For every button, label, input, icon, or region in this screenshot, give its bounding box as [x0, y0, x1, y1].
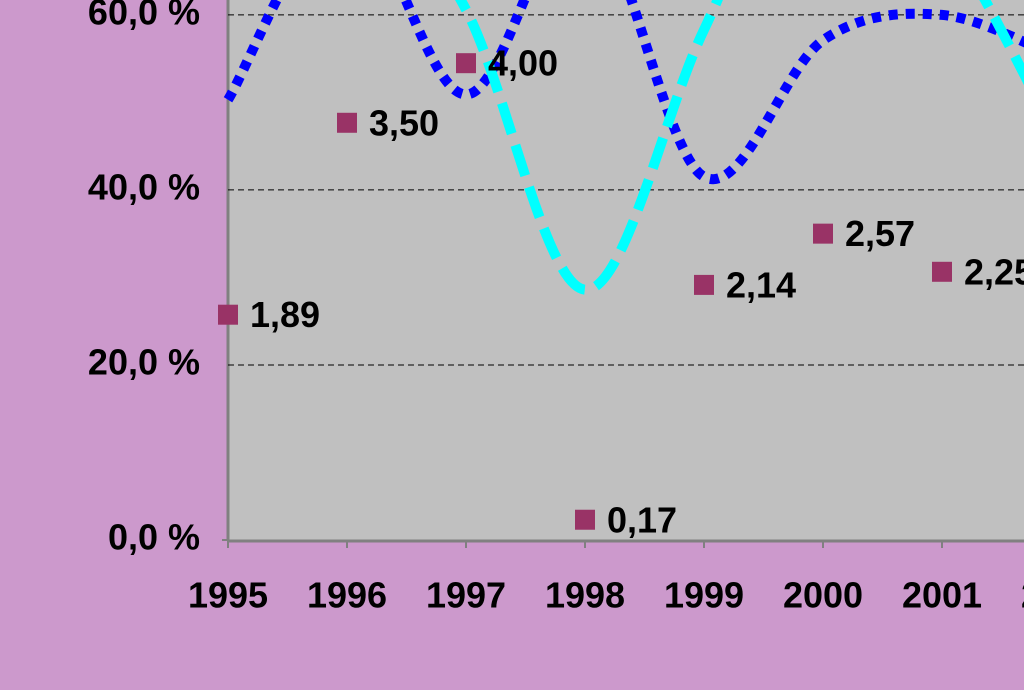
x-tick-label: 2002 — [1021, 575, 1024, 616]
data-label: 2,57 — [845, 213, 915, 254]
x-tick-label: 2000 — [783, 575, 863, 616]
marker — [575, 509, 595, 530]
x-tick-label: 1997 — [426, 575, 506, 616]
data-label: 2,14 — [726, 264, 796, 305]
x-tick-label: 2001 — [902, 575, 982, 616]
markers — [218, 53, 952, 530]
marker — [932, 261, 952, 282]
marker — [456, 53, 476, 74]
x-tick-label: 1996 — [307, 575, 387, 616]
series-line — [223, 0, 1024, 185]
x-tick-label: 1999 — [664, 575, 744, 616]
series-lines — [223, 0, 1024, 295]
y-tick-label: 40,0 % — [88, 166, 200, 207]
data-label: 0,17 — [607, 499, 677, 540]
data-label: 4,00 — [488, 43, 558, 84]
marker — [813, 223, 833, 244]
marker — [337, 112, 357, 133]
data-label: 1,89 — [250, 294, 320, 335]
plot-area — [228, 0, 1024, 540]
data-label: 2,25 — [964, 251, 1024, 292]
y-tick-label: 0,0 % — [108, 517, 200, 558]
y-tick-label: 60,0 % — [88, 0, 200, 32]
data-label: 3,50 — [369, 102, 439, 143]
x-tick-label: 1995 — [188, 575, 268, 616]
x-tick-label: 1998 — [545, 575, 625, 616]
y-tick-label: 20,0 % — [88, 341, 200, 382]
marker — [218, 304, 238, 325]
marker — [694, 274, 714, 295]
labels: 0,0 % 20,0 % 40,0 % 60,0 % 1995 1996 1997 1998 1… — [88, 0, 1024, 616]
